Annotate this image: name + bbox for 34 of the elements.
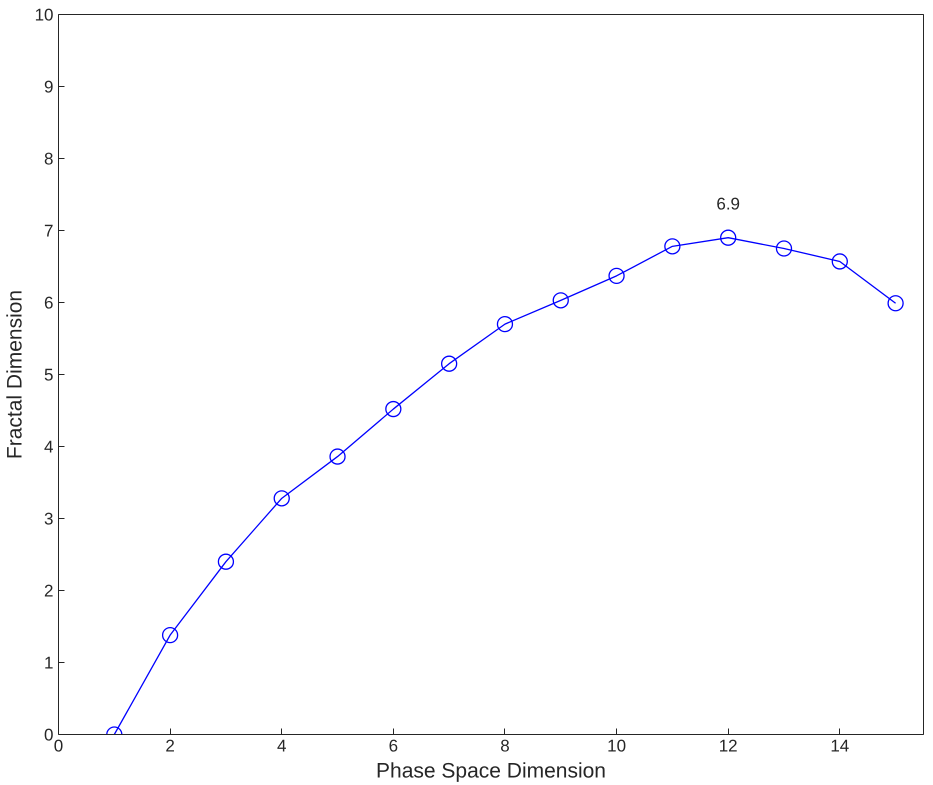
point [274, 490, 290, 506]
x-tick-label: 14 [830, 736, 850, 756]
point [552, 292, 569, 308]
point [664, 238, 681, 254]
x-tick-label: 12 [718, 736, 738, 756]
y-tick-label: 8 [44, 150, 54, 168]
annotation: 6.9 [716, 194, 740, 214]
y-tick-label: 2 [44, 582, 54, 600]
point [218, 554, 234, 570]
point [887, 295, 904, 312]
y-tick-label: 5 [44, 366, 54, 384]
y-axis-title: Fractal Dimension [4, 290, 27, 460]
point [608, 268, 625, 284]
y-tick-label: 7 [44, 222, 54, 240]
y-tick-label: 1 [44, 654, 54, 672]
point [329, 448, 346, 465]
y-tick-label: 3 [44, 510, 54, 528]
y-tick-label: 6 [44, 294, 54, 312]
x-tick-label: 2 [165, 736, 175, 756]
point [440, 356, 458, 372]
point [720, 230, 736, 246]
y-tick-label: 4 [44, 438, 54, 456]
x-tick-label: 4 [277, 736, 286, 756]
x-tick-label: 8 [500, 736, 510, 756]
point [776, 240, 792, 257]
x-axis-title: Phase Space Dimension [376, 760, 606, 782]
point [832, 253, 848, 270]
point [385, 400, 402, 418]
y-tick-label: 10 [34, 6, 54, 24]
x-tick-label: 6 [388, 736, 398, 756]
point [496, 316, 514, 332]
y-tick-label: 9 [44, 78, 54, 96]
point [162, 627, 178, 644]
x-tick-label: 10 [607, 736, 626, 756]
